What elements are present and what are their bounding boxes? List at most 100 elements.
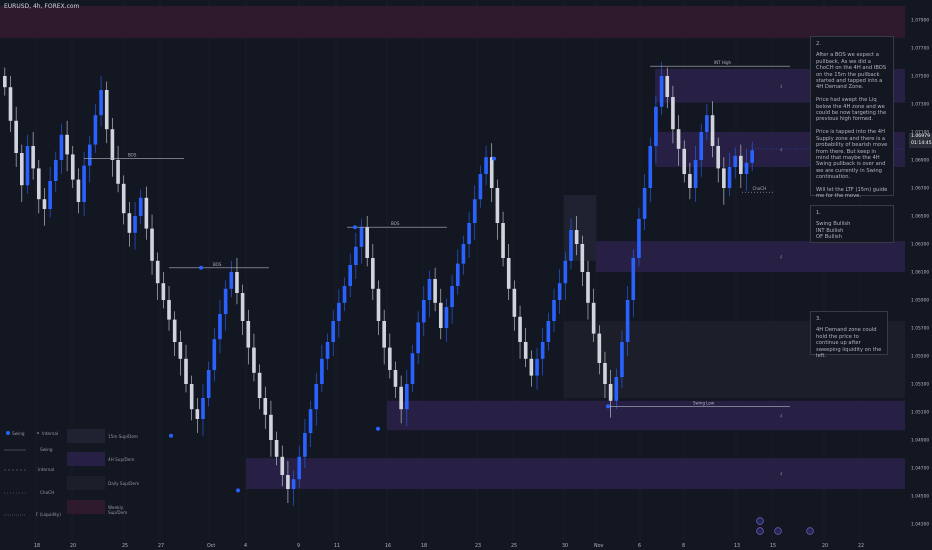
candle-body xyxy=(523,342,528,359)
legend-15m-zone-swatch xyxy=(67,429,105,443)
candle-body xyxy=(235,272,239,293)
candle-body xyxy=(614,377,619,401)
legend-swing-label: Swing xyxy=(12,431,25,436)
candle-body xyxy=(155,260,160,284)
legend-internal-dot-icon xyxy=(37,432,39,434)
candle-body xyxy=(331,321,336,342)
candle-body xyxy=(25,146,30,186)
event-icon[interactable] xyxy=(756,527,764,535)
candle-body xyxy=(14,120,18,153)
legend-swing-line-label: Swing xyxy=(40,447,53,452)
x-tick-label: 6 xyxy=(638,543,641,549)
candle-body xyxy=(512,288,517,317)
candle-body xyxy=(597,333,602,363)
legend-4h-zone-label: 4H Sup/Dem xyxy=(108,457,135,462)
event-icon[interactable] xyxy=(806,527,814,535)
candle-body xyxy=(739,155,743,174)
y-tick-label: 1.07100 xyxy=(911,130,929,136)
structure-label: BOS xyxy=(128,153,137,158)
candle-body xyxy=(637,218,641,258)
x-tick-label: 8 xyxy=(682,543,685,549)
candle-body xyxy=(388,347,392,370)
y-tick-label: 1.07700 xyxy=(911,46,929,52)
candle-body xyxy=(8,87,13,121)
candle-body xyxy=(59,134,64,160)
candle-body xyxy=(421,300,426,323)
candle-body xyxy=(416,322,420,354)
event-icon[interactable] xyxy=(774,527,782,535)
candle-body xyxy=(229,272,234,289)
candle-body xyxy=(354,246,358,265)
candle-body xyxy=(450,286,454,307)
candle-body xyxy=(116,160,120,184)
countdown-value: 01:14:45 xyxy=(911,141,932,146)
candle-body xyxy=(467,223,471,244)
candle-body xyxy=(393,370,398,387)
legend-swing-dot-icon xyxy=(6,431,10,435)
candle-body xyxy=(710,115,715,146)
candle-body xyxy=(320,358,324,384)
candle-body xyxy=(201,398,205,419)
candle-body xyxy=(399,386,403,410)
x-tick-label: Oct xyxy=(207,543,215,549)
swing-point xyxy=(376,426,380,431)
x-tick-label: 9 xyxy=(297,543,300,549)
note-card-2[interactable]: 2. After a BOS we expect a pullback, As … xyxy=(810,36,894,199)
candle-body xyxy=(727,167,732,188)
candle-body xyxy=(433,279,437,303)
candle-body xyxy=(693,160,698,188)
current-price-badge: 1.06979 01:14:45 xyxy=(909,133,932,148)
candle-body xyxy=(535,358,539,376)
candle-body xyxy=(257,372,262,398)
structure-label: INT High xyxy=(714,60,732,65)
zone-label: 4 xyxy=(780,472,783,477)
y-tick-label: 1.05300 xyxy=(911,382,929,388)
legend-daily-zone-label: Daily Sup/Dem xyxy=(108,481,140,486)
note-2-number: 2. xyxy=(816,41,821,47)
x-tick-label: Nov xyxy=(594,543,604,549)
zone-label: 4 xyxy=(780,255,783,260)
candle-body xyxy=(20,153,24,186)
candle-body xyxy=(540,342,545,359)
y-tick-label: 1.07500 xyxy=(911,74,929,80)
candle-body xyxy=(246,321,251,348)
note-card-3[interactable]: 3. 4H Demand zone could hold the price t… xyxy=(810,311,888,359)
y-tick-label: 1.05700 xyxy=(911,326,929,332)
zone-label: 4 xyxy=(780,148,783,153)
note-3-text: 4H Demand zone could hold the price to c… xyxy=(816,327,882,360)
event-icon[interactable] xyxy=(756,517,764,525)
candle-body xyxy=(365,227,369,258)
candle-body xyxy=(291,479,296,489)
candle-body xyxy=(733,155,737,167)
candle-body xyxy=(36,168,41,200)
candle-body xyxy=(167,300,171,320)
candle-body xyxy=(172,319,177,342)
swing-point xyxy=(492,156,496,161)
x-tick-label: 22 xyxy=(858,543,864,549)
candle-body xyxy=(286,475,290,489)
candle-body xyxy=(218,314,222,340)
legend-choch-label: ChoCH xyxy=(40,490,55,495)
candle-body xyxy=(371,258,375,289)
note-card-1[interactable]: 1. Swing Bullish INT Bullish OF Bullish xyxy=(810,205,894,243)
candle-body xyxy=(121,183,126,214)
candle-body xyxy=(744,162,749,174)
candle-body xyxy=(665,76,670,97)
candle-body xyxy=(212,339,217,370)
swing-point xyxy=(199,265,203,270)
candle-body xyxy=(501,223,505,258)
structure-label: BOS xyxy=(391,221,400,226)
x-tick-label: 20 xyxy=(70,543,76,549)
y-tick-label: 1.04900 xyxy=(911,438,929,444)
legend-liquidity-label: F (Liquidity) xyxy=(36,512,61,517)
x-tick-label: 23 xyxy=(475,543,481,549)
sup-dem-zone xyxy=(0,6,905,39)
y-tick-label: 1.05500 xyxy=(911,354,929,360)
candle-body xyxy=(184,358,188,384)
y-tick-label: 1.06900 xyxy=(911,158,929,164)
candle-body xyxy=(269,414,273,440)
candle-body xyxy=(189,384,194,410)
structure-label: Swing Low xyxy=(693,400,715,405)
sup-dem-zone xyxy=(596,241,905,272)
